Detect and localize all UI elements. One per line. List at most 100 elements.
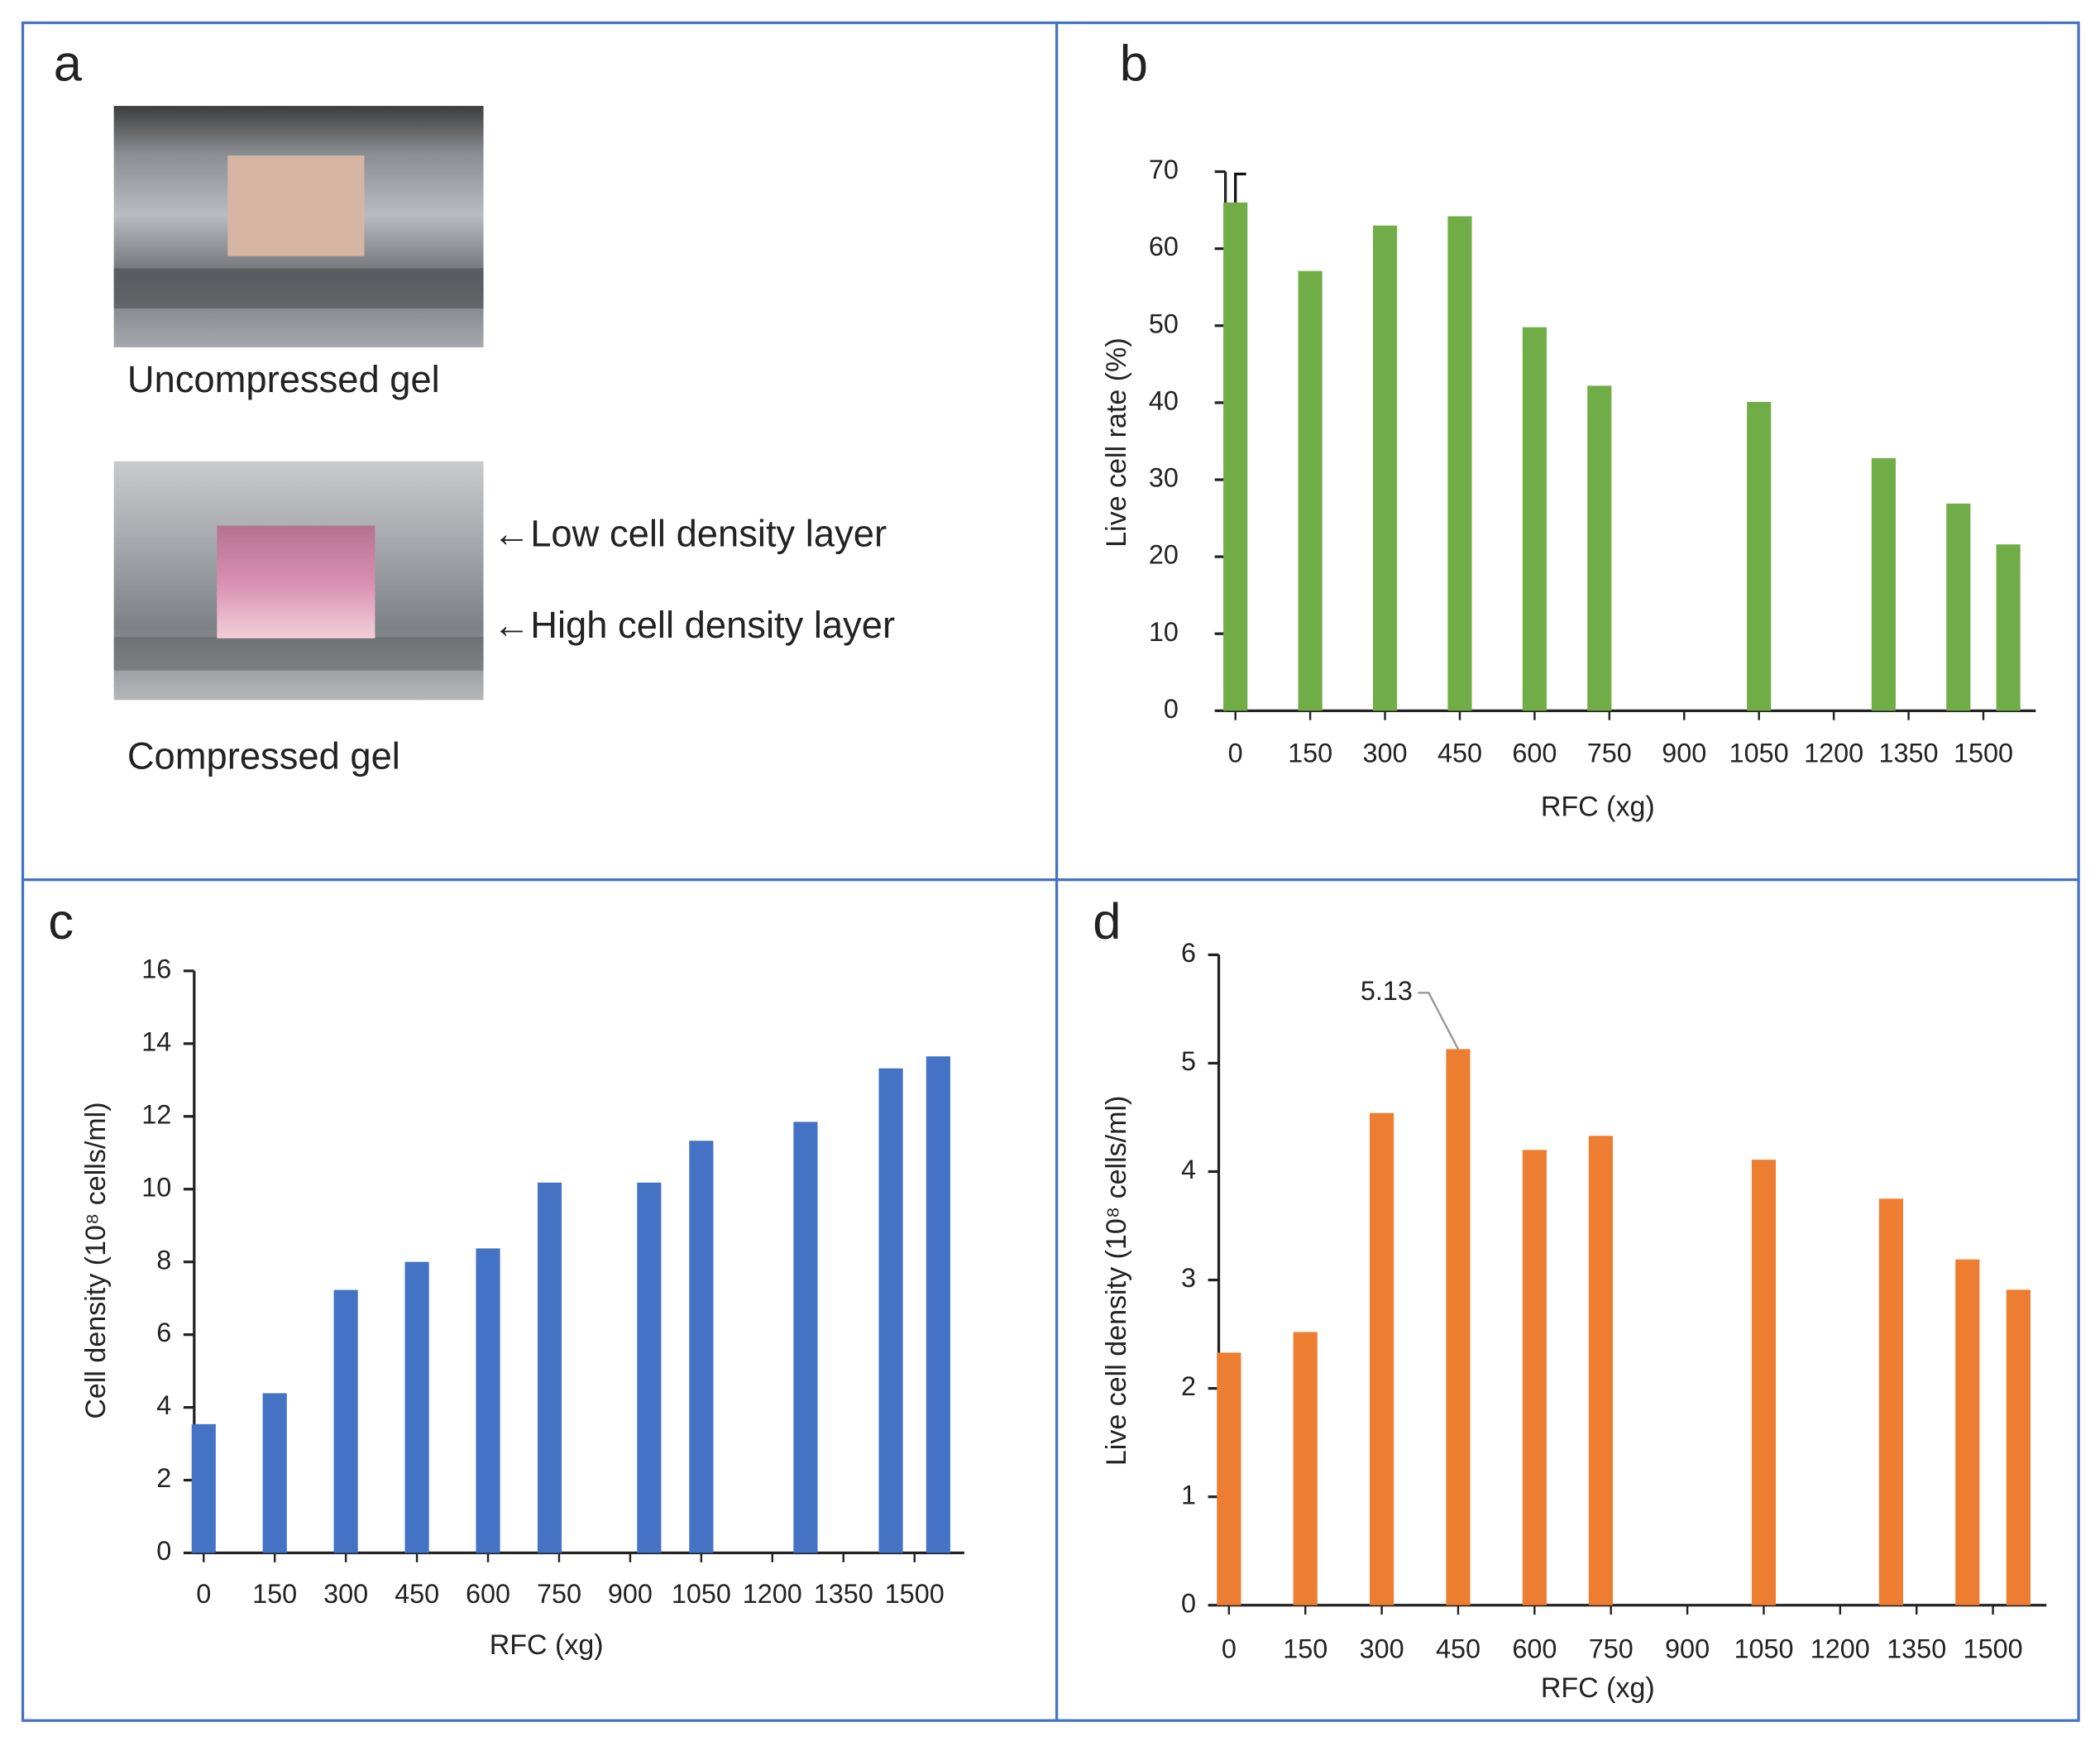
y-axis-title: Cell density (10⁸ cells/ml) (80, 1102, 112, 1418)
bar (1878, 1198, 1903, 1605)
bar (191, 1423, 216, 1553)
y-tick-label: 30 (1149, 463, 1179, 493)
x-tick-label: 1050 (1729, 738, 1789, 768)
x-axis-title: RFC (xg) (490, 1629, 604, 1661)
y-tick-label: 4 (1181, 1155, 1196, 1184)
bar (1447, 216, 1472, 711)
x-tick-label: 0 (196, 1579, 211, 1609)
y-tick-label: 3 (1181, 1263, 1196, 1293)
bar (1588, 1136, 1613, 1605)
bar (1223, 202, 1248, 711)
caption: Uncompressed gel (127, 358, 440, 400)
x-tick-label: 1500 (1964, 1634, 2023, 1663)
bar (1996, 544, 2021, 711)
bar (1446, 1049, 1471, 1605)
x-tick-label: 1500 (1954, 738, 2013, 768)
x-tick-label: 1200 (743, 1579, 802, 1609)
bar (1522, 327, 1547, 711)
y-tick-label: 12 (141, 1099, 171, 1129)
bar (1751, 1160, 1777, 1605)
x-tick-label: 1050 (1734, 1634, 1793, 1663)
photo-uncompressed (113, 106, 484, 347)
y-axis-title: Live cell density (10⁸ cells/ml) (1101, 1096, 1132, 1466)
x-tick-label: 300 (1360, 1634, 1404, 1663)
y-tick-label: 2 (156, 1463, 171, 1493)
y-tick-label: 0 (1181, 1588, 1196, 1618)
y-tick-label: 0 (1164, 694, 1179, 724)
x-tick-label: 1200 (1811, 1634, 1870, 1663)
bar (1946, 503, 1971, 711)
bar (404, 1261, 429, 1553)
x-tick-label: 1050 (672, 1579, 731, 1609)
x-tick-label: 1350 (814, 1579, 873, 1609)
y-tick-label: 4 (156, 1390, 171, 1420)
x-tick-label: 750 (537, 1579, 581, 1609)
x-tick-label: 150 (1288, 738, 1332, 768)
x-tick-label: 150 (1283, 1634, 1327, 1663)
x-tick-label: 450 (395, 1579, 439, 1609)
bar (1217, 1352, 1241, 1605)
x-tick-label: 450 (1437, 738, 1482, 768)
data-label: 5.13 (1361, 976, 1413, 1006)
bar (793, 1122, 818, 1553)
panel-label: b (1120, 35, 1148, 92)
y-tick-label: 20 (1149, 540, 1179, 570)
bar (1955, 1259, 1980, 1605)
bar (1298, 270, 1323, 711)
x-axis-title: RFC (xg) (1541, 792, 1655, 823)
x-tick-label: 900 (1662, 738, 1706, 768)
y-axis-title: Live cell rate (%) (1101, 337, 1132, 547)
bar (476, 1248, 500, 1553)
x-tick-label: 750 (1589, 1634, 1634, 1663)
y-tick-label: 1 (1181, 1480, 1196, 1509)
y-tick-label: 40 (1149, 385, 1179, 415)
x-tick-label: 1350 (1879, 738, 1939, 768)
annotation: ←Low cell density layer (493, 513, 887, 555)
y-tick-label: 2 (1181, 1371, 1196, 1401)
x-tick-label: 0 (1222, 1634, 1237, 1663)
bar (262, 1393, 287, 1553)
photo-compressed (113, 461, 484, 701)
bar (1522, 1150, 1547, 1605)
x-tick-label: 0 (1228, 738, 1243, 768)
annotation: ←High cell density layer (493, 604, 895, 646)
x-tick-label: 450 (1436, 1634, 1481, 1663)
y-tick-label: 8 (156, 1245, 171, 1275)
x-tick-label: 600 (1512, 738, 1557, 768)
x-tick-label: 900 (608, 1579, 653, 1609)
bar (1293, 1332, 1318, 1605)
bar (926, 1056, 950, 1553)
x-tick-label: 900 (1665, 1634, 1710, 1663)
caption: Compressed gel (127, 735, 400, 777)
x-tick-label: 750 (1587, 738, 1632, 768)
y-tick-label: 14 (141, 1026, 171, 1056)
bar (637, 1182, 662, 1553)
x-axis-title: RFC (xg) (1541, 1672, 1655, 1704)
y-tick-label: 6 (1181, 938, 1196, 968)
error-bar (1234, 172, 1246, 203)
bar (1587, 385, 1612, 711)
x-tick-label: 600 (1512, 1634, 1557, 1663)
x-tick-label: 1200 (1804, 738, 1863, 768)
y-tick-label: 5 (1181, 1046, 1196, 1076)
y-tick-label: 60 (1149, 232, 1179, 261)
bar (1372, 225, 1398, 711)
bar (1370, 1112, 1394, 1605)
panel-label: d (1093, 893, 1121, 950)
bar (1871, 457, 1896, 711)
x-tick-label: 150 (252, 1579, 297, 1609)
x-tick-label: 600 (466, 1579, 510, 1609)
y-tick-label: 16 (141, 954, 171, 983)
bar (2006, 1289, 2031, 1605)
bar (689, 1141, 714, 1553)
y-tick-label: 50 (1149, 309, 1179, 338)
x-tick-label: 300 (323, 1579, 368, 1609)
y-tick-label: 6 (156, 1318, 171, 1347)
bar (1747, 401, 1772, 711)
y-tick-label: 70 (1149, 155, 1179, 184)
frame (21, 21, 2080, 1722)
y-tick-label: 0 (156, 1536, 171, 1566)
y-tick-label: 10 (141, 1172, 171, 1202)
x-tick-label: 1350 (1887, 1634, 1946, 1663)
bar (878, 1068, 903, 1553)
